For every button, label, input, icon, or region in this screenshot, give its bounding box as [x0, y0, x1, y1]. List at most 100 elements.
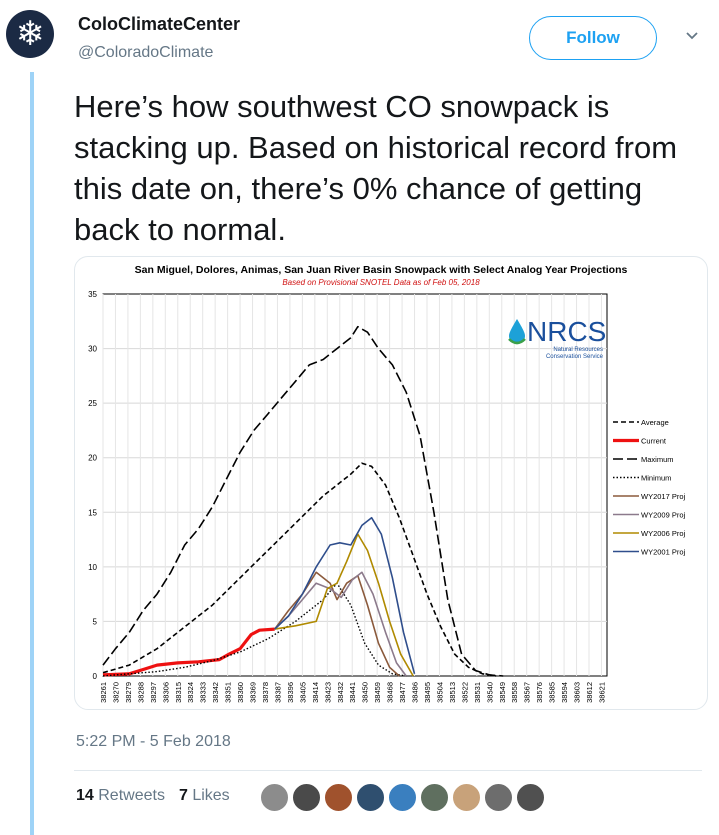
x-tick-label: 38405	[298, 682, 307, 703]
liker-avatar[interactable]	[516, 783, 545, 812]
x-tick-label: 38432	[336, 682, 345, 703]
x-tick-label: 38612	[585, 682, 594, 703]
gridlines	[102, 294, 607, 676]
legend-label: Current	[641, 437, 667, 446]
x-tick-label: 38513	[448, 682, 457, 703]
nrcs-logo: NRCS Natural Resources Conservation Serv…	[508, 316, 606, 360]
tweet-text: Here’s how southwest CO snowpack is stac…	[74, 89, 678, 247]
x-tick-label: 38477	[398, 682, 407, 703]
x-tick-label: 38378	[261, 682, 270, 703]
series-line-wy2001-proj	[274, 516, 416, 675]
liker-avatars	[260, 783, 545, 812]
liker-avatar[interactable]	[356, 783, 385, 812]
liker-avatar[interactable]	[484, 783, 513, 812]
legend-label: WY2009 Proj	[641, 511, 686, 520]
series-line-minimum	[102, 582, 407, 677]
y-tick-label: 20	[88, 454, 97, 463]
liker-avatar[interactable]	[452, 783, 481, 812]
tweet-media[interactable]: San Miguel, Dolores, Animas, San Juan Ri…	[74, 256, 708, 710]
legend: Average Current Maximum Minimum WY2017 Proj W…	[613, 418, 686, 557]
x-tick-label: 38342	[211, 682, 220, 703]
liker-avatar[interactable]	[388, 783, 417, 812]
y-tick-label: 25	[88, 399, 97, 408]
x-tick-label: 38459	[373, 682, 382, 703]
liker-avatar[interactable]	[292, 783, 321, 812]
avatar[interactable]: ❄	[6, 10, 54, 58]
nrcs-logo-text: NRCS	[527, 316, 606, 347]
x-tick-label: 38423	[323, 682, 332, 703]
x-tick-label: 38603	[573, 682, 582, 703]
x-tick-label: 38441	[348, 682, 357, 703]
x-tick-label: 38495	[423, 682, 432, 703]
y-tick-label: 30	[88, 345, 97, 354]
y-tick-label: 15	[88, 508, 97, 517]
x-tick-label: 38351	[224, 682, 233, 703]
water-drop-icon	[509, 319, 525, 344]
x-tick-label: 38468	[386, 682, 395, 703]
chart-title: San Miguel, Dolores, Animas, San Juan Ri…	[135, 264, 628, 276]
x-tick-label: 38306	[161, 682, 170, 703]
chevron-down-icon[interactable]	[684, 28, 700, 44]
series-line-average	[102, 462, 497, 677]
nrcs-logo-subtitle: Conservation Service	[546, 354, 604, 360]
x-axis-ticks: 38261 38270 38279 38288 38297 38306 38315 38324…	[99, 682, 606, 703]
user-name[interactable]: ColoClimateCenter	[78, 14, 241, 34]
divider	[74, 770, 702, 771]
x-tick-label: 38333	[199, 682, 208, 703]
like-count[interactable]: 7 Likes	[178, 787, 230, 804]
legend-label: WY2006 Proj	[641, 529, 686, 538]
legend-label: Minimum	[641, 474, 671, 483]
legend-label: Average	[641, 418, 669, 427]
x-tick-label: 38540	[485, 682, 494, 703]
series-line-current	[102, 627, 275, 677]
x-tick-label: 38279	[124, 682, 133, 703]
x-tick-label: 38414	[311, 682, 320, 703]
retweet-count[interactable]: 14 Retweets	[76, 787, 165, 804]
y-axis-ticks: 0 5 10 15 20 25 30 35	[88, 290, 97, 681]
legend-label: WY2017 Proj	[641, 492, 686, 501]
chart-subtitle: Based on Provisional SNOTEL Data as of F…	[282, 278, 480, 287]
y-tick-label: 5	[93, 617, 98, 626]
series-line-maximum	[102, 325, 504, 677]
x-tick-label: 38387	[273, 682, 282, 703]
x-tick-label: 38486	[411, 682, 420, 703]
legend-label: Maximum	[641, 455, 674, 464]
y-tick-label: 0	[93, 672, 98, 681]
x-tick-label: 38558	[510, 682, 519, 703]
x-tick-label: 38621	[597, 682, 606, 703]
series-lines	[102, 325, 504, 677]
x-tick-label: 38585	[548, 682, 557, 703]
y-tick-label: 10	[88, 563, 97, 572]
series-line-wy2009-proj	[274, 571, 407, 677]
x-tick-label: 38297	[149, 682, 158, 703]
x-tick-label: 38315	[174, 682, 183, 703]
plot-area	[102, 293, 608, 677]
snowpack-chart: San Miguel, Dolores, Animas, San Juan Ri…	[88, 264, 686, 703]
follow-button[interactable]: Follow	[529, 16, 657, 60]
legend-label: WY2001 Proj	[641, 548, 686, 557]
nrcs-logo-subtitle: Natural Resources	[553, 347, 603, 353]
x-tick-label: 38324	[186, 682, 195, 703]
snowflake-icon: ❄	[15, 14, 45, 54]
x-tick-label: 38522	[460, 682, 469, 703]
x-tick-label: 38594	[560, 682, 569, 703]
liker-avatar[interactable]	[420, 783, 449, 812]
x-tick-label: 38549	[498, 682, 507, 703]
tweet-timestamp[interactable]: 5:22 PM - 5 Feb 2018	[76, 733, 231, 750]
series-line-wy2006-proj	[274, 533, 414, 677]
x-tick-label: 38531	[473, 682, 482, 703]
tweet-stats: 14 Retweets 7 Likes	[76, 787, 230, 805]
x-tick-label: 38288	[136, 682, 145, 703]
x-tick-label: 38450	[361, 682, 370, 703]
y-tick-label: 35	[88, 290, 97, 299]
liker-avatar[interactable]	[260, 783, 289, 812]
x-tick-label: 38396	[286, 682, 295, 703]
x-tick-label: 38270	[111, 682, 120, 703]
liker-avatar[interactable]	[324, 783, 353, 812]
x-tick-label: 38567	[523, 682, 532, 703]
x-tick-label: 38576	[535, 682, 544, 703]
x-tick-label: 38504	[435, 682, 444, 703]
x-tick-label: 38261	[99, 682, 108, 703]
x-tick-label: 38360	[236, 682, 245, 703]
user-handle[interactable]: @ColoradoClimate	[78, 44, 214, 61]
